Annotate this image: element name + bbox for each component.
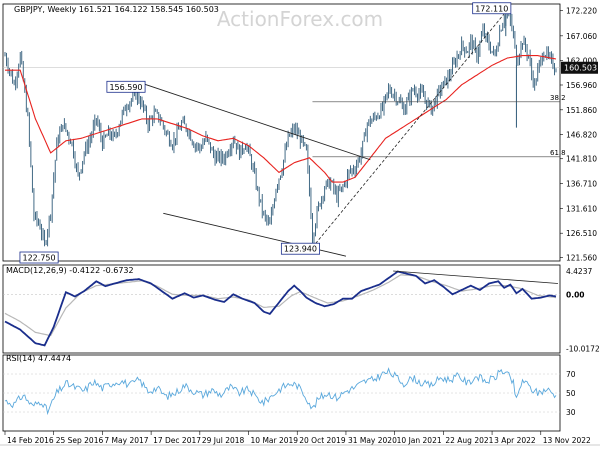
price-panel-title: GBPJPY, Weekly 161.521 164.122 158.545 1…: [14, 5, 219, 14]
date-tick-label: 29 Jul 2018: [202, 436, 245, 445]
price-tick-label: 121.560: [566, 253, 597, 262]
price-frame: [2, 3, 561, 262]
price-tick-label: 126.510: [566, 229, 597, 238]
macd-tick-label: 0.00: [566, 290, 585, 299]
channel-upper-line: [141, 82, 371, 161]
rsi-panel-title: RSI(14) 47.4474: [6, 354, 71, 363]
macd-trend-line: [393, 270, 559, 284]
rsi-tick-label: 70: [566, 370, 576, 379]
watermark: ActionForex.com: [217, 7, 383, 31]
high-172-label: 172.110: [475, 4, 508, 13]
sma-line: [5, 55, 557, 183]
macd-panel: [4, 270, 559, 347]
date-tick-label: 17 Dec 2017: [153, 436, 201, 445]
price-tick-label: 151.860: [566, 106, 597, 115]
price-tick-label: 136.710: [566, 180, 597, 189]
price-tick-label: 131.610: [566, 204, 597, 213]
fib-61-label: 61.8: [550, 149, 566, 157]
date-tick-label: 25 Sep 2016: [56, 436, 104, 445]
rising-trend-line: [312, 13, 505, 248]
date-tick-label: 10 Jan 2021: [397, 436, 442, 445]
price-tick-label: 167.060: [566, 32, 597, 41]
date-tick-label: 22 Aug 2021: [445, 436, 493, 445]
rsi-panel: [4, 367, 557, 416]
low-122-label-box: [19, 251, 59, 264]
high-172-label-box: [472, 2, 512, 15]
fib-38-label: 38.2: [550, 94, 566, 102]
price-tick-label: 146.820: [566, 130, 597, 139]
macd-tick-label: 4.4237: [566, 267, 592, 276]
low-123-label: 123.940: [284, 245, 317, 254]
grid-lines: [3, 67, 560, 413]
high-156-label: 156.590: [109, 83, 142, 92]
price-tick-label: 172.220: [566, 7, 597, 16]
date-tick-label: 20 Oct 2019: [299, 436, 346, 445]
macd-line: [4, 270, 557, 347]
low-123-label-box: [280, 242, 320, 255]
price-tick-label: 162.000: [566, 56, 597, 65]
price-panel: [4, 6, 557, 247]
axis-labels: 172.220 167.060 162.000 156.960 151.860 146.8…: [4, 7, 600, 445]
date-tick-label: 10 Mar 2019: [251, 436, 299, 445]
macd-signal-line: [4, 274, 557, 337]
macd-tick-label: -10.0172: [566, 345, 600, 354]
low-122-label: 122.750: [23, 254, 56, 263]
macd-panel-title: MACD(12,26,9) -0.4122 -0.6732: [6, 266, 134, 275]
date-tick-label: 3 Apr 2022: [494, 436, 536, 445]
macd-frame: [2, 264, 561, 354]
price-tick-label: 156.960: [566, 81, 597, 90]
date-tick-label: 14 Feb 2016: [7, 436, 54, 445]
rsi-tick-label: 30: [566, 408, 576, 417]
rsi-line: [4, 367, 557, 416]
last-price-badge: [561, 61, 598, 74]
high-156-label-box: [106, 80, 146, 93]
date-tick-label: 7 May 2017: [104, 436, 148, 445]
last-price-value: 160.503: [564, 64, 597, 73]
date-tick-label: 13 Nov 2022: [543, 436, 591, 445]
date-tick-label: 31 May 2020: [348, 436, 397, 445]
price-tick-label: 141.810: [566, 155, 597, 164]
annotations: 38.2 61.8 172.110 156.590 122.750 123.940 160.…: [19, 2, 598, 264]
rsi-tick-label: 50: [566, 389, 576, 398]
